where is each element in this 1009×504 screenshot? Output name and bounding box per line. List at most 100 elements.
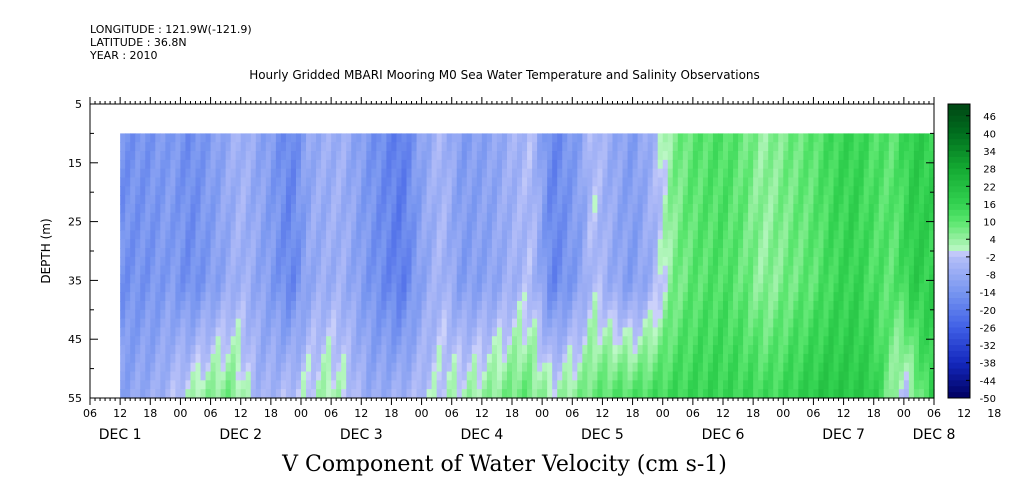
heatmap-cell <box>697 221 704 232</box>
heatmap-cell <box>768 151 774 161</box>
heatmap-cell <box>627 292 634 302</box>
heatmap-cell <box>517 212 523 223</box>
heatmap-cell <box>838 151 845 161</box>
heatmap-cell <box>928 203 935 214</box>
heatmap-cell <box>265 265 272 276</box>
heatmap-cell <box>813 380 820 390</box>
heatmap-cell <box>773 239 779 249</box>
heatmap-cell <box>753 248 759 258</box>
heatmap-cell <box>230 186 237 196</box>
heatmap-cell <box>165 327 171 337</box>
heatmap-cell <box>401 142 408 152</box>
heatmap-cell <box>723 371 729 381</box>
heatmap-cell <box>828 203 835 214</box>
heatmap-cell <box>386 256 393 267</box>
heatmap-cell <box>617 380 624 390</box>
heatmap-cell <box>270 142 277 152</box>
heatmap-cell <box>411 265 418 276</box>
heatmap-cell <box>426 345 433 355</box>
heatmap-cell <box>803 203 809 214</box>
heatmap-cell <box>441 239 448 249</box>
heatmap-cell <box>306 345 312 355</box>
heatmap-cell <box>597 203 604 214</box>
heatmap-cell <box>692 203 699 214</box>
heatmap-cell <box>743 212 749 223</box>
heatmap-cell <box>466 186 473 196</box>
heatmap-cell <box>165 221 171 232</box>
heatmap-cell <box>748 221 754 232</box>
heatmap-cell <box>230 380 237 390</box>
heatmap-cell <box>682 353 689 364</box>
heatmap-cell <box>235 389 242 399</box>
heatmap-cell <box>215 151 222 161</box>
heatmap-cell <box>617 274 624 284</box>
heatmap-cell <box>773 371 779 381</box>
heatmap-cell <box>743 230 749 240</box>
heatmap-cell <box>878 353 885 364</box>
heatmap-cell <box>331 203 337 214</box>
heatmap-cell <box>311 203 317 214</box>
heatmap-cell <box>733 371 739 381</box>
heatmap-cell <box>225 345 232 355</box>
heatmap-cell <box>592 248 598 258</box>
heatmap-cell <box>743 292 749 302</box>
heatmap-cell <box>391 256 398 267</box>
heatmap-cell <box>416 221 423 232</box>
heatmap-cell <box>838 177 845 187</box>
heatmap-cell <box>331 318 337 329</box>
heatmap-cell <box>491 177 498 187</box>
heatmap-cell <box>306 203 312 214</box>
heatmap-cell <box>240 389 247 399</box>
heatmap-cell <box>898 283 905 293</box>
heatmap-cell <box>692 186 699 196</box>
heatmap-cell <box>175 283 182 293</box>
heatmap-cell <box>768 389 774 399</box>
heatmap-cell <box>763 212 769 223</box>
heatmap-cell <box>145 159 151 170</box>
heatmap-cell <box>185 353 192 364</box>
heatmap-cell <box>883 318 890 329</box>
heatmap-cell <box>567 151 573 161</box>
heatmap-cell <box>557 380 563 390</box>
heatmap-cell <box>793 309 799 320</box>
heatmap-cell <box>295 195 302 205</box>
heatmap-cell <box>240 283 247 293</box>
heatmap-cell <box>607 230 614 240</box>
heatmap-cell <box>687 168 694 179</box>
heatmap-cell <box>366 248 372 258</box>
heatmap-cell <box>712 318 719 329</box>
heatmap-cell <box>547 159 553 170</box>
heatmap-cell <box>125 195 131 205</box>
heatmap-cell <box>205 389 212 399</box>
heatmap-cell <box>351 389 357 399</box>
heatmap-cell <box>773 159 779 170</box>
heatmap-cell <box>391 203 398 214</box>
heatmap-cell <box>366 177 372 187</box>
heatmap-cell <box>612 362 619 373</box>
heatmap-cell <box>667 265 674 276</box>
heatmap-cell <box>346 230 352 240</box>
heatmap-cell <box>351 336 357 346</box>
heatmap-cell <box>265 168 272 179</box>
heatmap-cell <box>773 186 779 196</box>
heatmap-cell <box>205 353 212 364</box>
heatmap-cell <box>140 168 146 179</box>
heatmap-cell <box>255 283 262 293</box>
heatmap-cell <box>306 336 312 346</box>
heatmap-cell <box>150 380 156 390</box>
heatmap-cell <box>572 371 578 381</box>
heatmap-cell <box>240 248 247 258</box>
heatmap-cell <box>190 265 197 276</box>
heatmap-cell <box>496 133 503 143</box>
heatmap-cell <box>893 265 900 276</box>
heatmap-cell <box>280 168 287 179</box>
heatmap-cell <box>763 309 769 320</box>
heatmap-cell <box>190 318 197 329</box>
heatmap-cell <box>823 186 830 196</box>
heatmap-cell <box>456 256 463 267</box>
heatmap-cell <box>240 318 247 329</box>
heatmap-cell <box>411 292 418 302</box>
heatmap-cell <box>823 230 830 240</box>
heatmap-cell <box>632 292 639 302</box>
heatmap-cell <box>341 256 347 267</box>
